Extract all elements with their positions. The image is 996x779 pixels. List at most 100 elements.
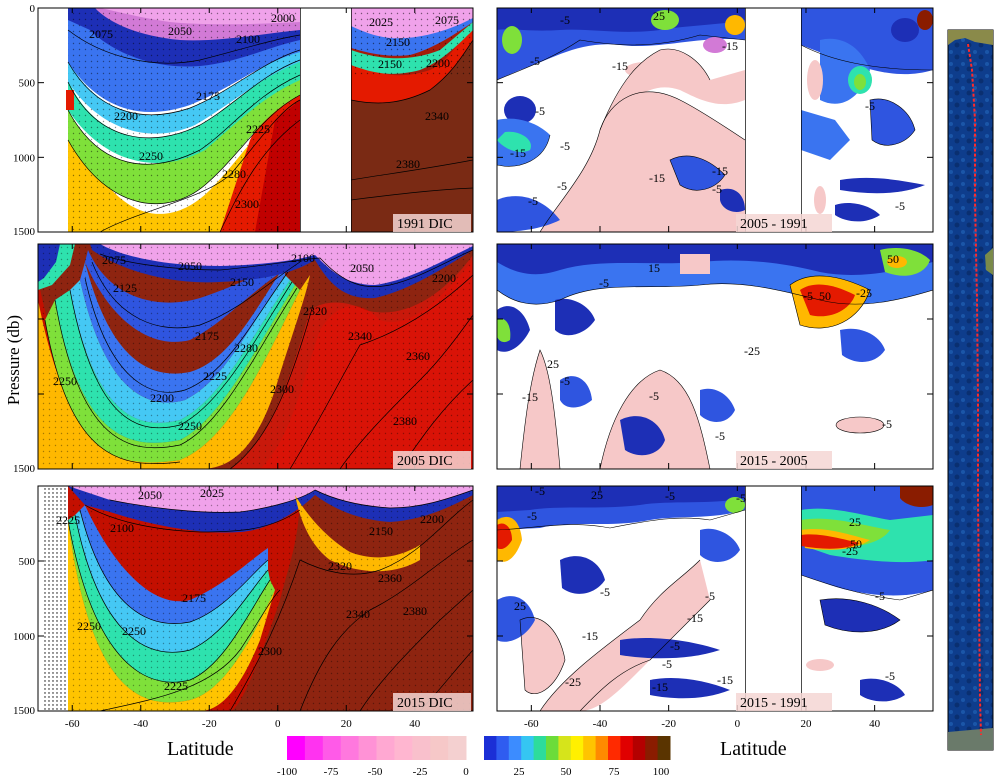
- contour-label: 2150: [386, 35, 410, 49]
- colorbar-swatch-negative: [412, 736, 431, 760]
- colorbar-swatch-positive: [546, 736, 559, 760]
- contour-label: -5: [803, 289, 813, 303]
- x-tick-label: -60: [65, 718, 80, 730]
- contour-label: 2225: [56, 513, 80, 527]
- x-tick-label: 0: [735, 718, 741, 730]
- contour-label: -5: [599, 276, 609, 290]
- x-tick-label: -20: [661, 718, 676, 730]
- panel-2015-frame: [37, 485, 474, 712]
- contour-label: 2050: [178, 259, 202, 273]
- colorbar-tick-label: -50: [368, 766, 383, 778]
- colorbar-tick-label: -75: [324, 766, 339, 778]
- contour-label: -5: [527, 509, 537, 523]
- contour-label: 2320: [303, 304, 327, 318]
- contour-label: 2050: [138, 488, 162, 502]
- contour-label: -15: [687, 611, 703, 625]
- contour-label: 50: [819, 289, 831, 303]
- contour-label: 15: [648, 261, 660, 275]
- panel-label: 2015 DIC: [397, 696, 453, 711]
- contour-label: -5: [882, 417, 892, 431]
- colorbar-tick-label: 100: [653, 766, 670, 778]
- panel-label: 1991 DIC: [397, 217, 453, 232]
- x-tick-label: -40: [133, 718, 148, 730]
- colorbar-swatch-negative: [358, 736, 377, 760]
- contour-label: 2250: [77, 619, 101, 633]
- contour-label: 50: [887, 252, 899, 266]
- contour-label: 25: [653, 9, 665, 23]
- contour-label: -5: [875, 589, 885, 603]
- x-tick-label: 40: [869, 718, 881, 730]
- colorbar-swatch-positive: [583, 736, 597, 760]
- contour-label: 2200: [114, 109, 138, 123]
- contour-label: 2175: [196, 89, 220, 103]
- colorbar-tick-label: -100: [277, 766, 298, 778]
- contour-label: 2200: [150, 391, 174, 405]
- contour-label: -15: [612, 59, 628, 73]
- contour-label: 2320: [328, 559, 352, 573]
- contour-label: -15: [649, 171, 665, 185]
- ship-track-map: [947, 29, 994, 751]
- y-tick-label: 500: [19, 78, 36, 90]
- contour-label: -5: [736, 491, 746, 505]
- panel-2015-1991-frame: [496, 485, 934, 712]
- colorbar-tick-label: 50: [561, 766, 573, 778]
- contour-label: -5: [557, 179, 567, 193]
- contour-label: 2150: [230, 275, 254, 289]
- contour-label: 2100: [236, 32, 260, 46]
- contour-label: 25: [849, 515, 861, 529]
- contour-label: -25: [744, 344, 760, 358]
- panel-label: 2015 - 2005: [740, 454, 808, 469]
- contour-label: 2075: [435, 13, 459, 27]
- colorbar-swatch-negative: [287, 736, 306, 760]
- contour-label: 2380: [396, 157, 420, 171]
- contour-label: -25: [842, 544, 858, 558]
- colorbar-swatch-positive: [645, 736, 659, 760]
- panel-label: 2005 - 1991: [740, 217, 808, 232]
- x-axis-label-right: Latitude: [720, 738, 787, 760]
- contour-label: 2300: [270, 382, 294, 396]
- y-tick-label: 1500: [13, 463, 36, 475]
- colorbar: -100 -75 -50 -25 0 25 50 75 100: [277, 736, 671, 778]
- colorbar-swatch-positive: [558, 736, 572, 760]
- contour-label: -5: [705, 589, 715, 603]
- colorbar-swatch-negative: [430, 736, 449, 760]
- y-tick-label: 1500: [13, 226, 36, 238]
- contour-label: 2125: [113, 281, 137, 295]
- x-tick-label: 20: [800, 718, 812, 730]
- colorbar-tick-label: 25: [514, 766, 526, 778]
- colorbar-swatch-positive: [496, 736, 510, 760]
- contour-label: 2225: [203, 369, 227, 383]
- panel-2015-dic: [38, 486, 473, 711]
- contour-label: -5: [649, 389, 659, 403]
- contour-label: -15: [510, 146, 526, 160]
- colorbar-swatch-positive: [508, 736, 522, 760]
- x-axis-label-left: Latitude: [167, 738, 234, 760]
- panel-label-box: [736, 693, 832, 711]
- contour-label: 2360: [378, 571, 402, 585]
- x-tick-label: 0: [275, 718, 281, 730]
- colorbar-swatch-positive: [632, 736, 646, 760]
- x-tick-label: 20: [341, 718, 353, 730]
- contour-label: 2380: [393, 414, 417, 428]
- panel-2015-2005: [497, 244, 933, 469]
- panel-label-box: [393, 214, 471, 232]
- contour-label: 2340: [348, 329, 372, 343]
- x-tick-label: -40: [593, 718, 608, 730]
- contour-label: -25: [565, 675, 581, 689]
- colorbar-swatch-positive: [608, 736, 621, 760]
- panel-2015-2005-frame: [496, 243, 934, 470]
- contour-label: 2280: [222, 167, 246, 181]
- contour-label: 2360: [406, 349, 430, 363]
- x-tick-label: 40: [409, 718, 421, 730]
- contour-label: -5: [535, 104, 545, 118]
- y-axis-label: Pressure (db): [4, 315, 23, 405]
- colorbar-swatch-positive: [570, 736, 584, 760]
- colorbar-swatch-positive: [620, 736, 634, 760]
- contour-label: 2150: [369, 524, 393, 538]
- y-tick-label: 500: [19, 556, 36, 568]
- contour-label: 2200: [426, 56, 450, 70]
- contour-label: 2050: [168, 24, 192, 38]
- contour-label: -15: [717, 673, 733, 687]
- panel-label-box: [393, 451, 471, 469]
- contour-label: 2025: [200, 486, 224, 500]
